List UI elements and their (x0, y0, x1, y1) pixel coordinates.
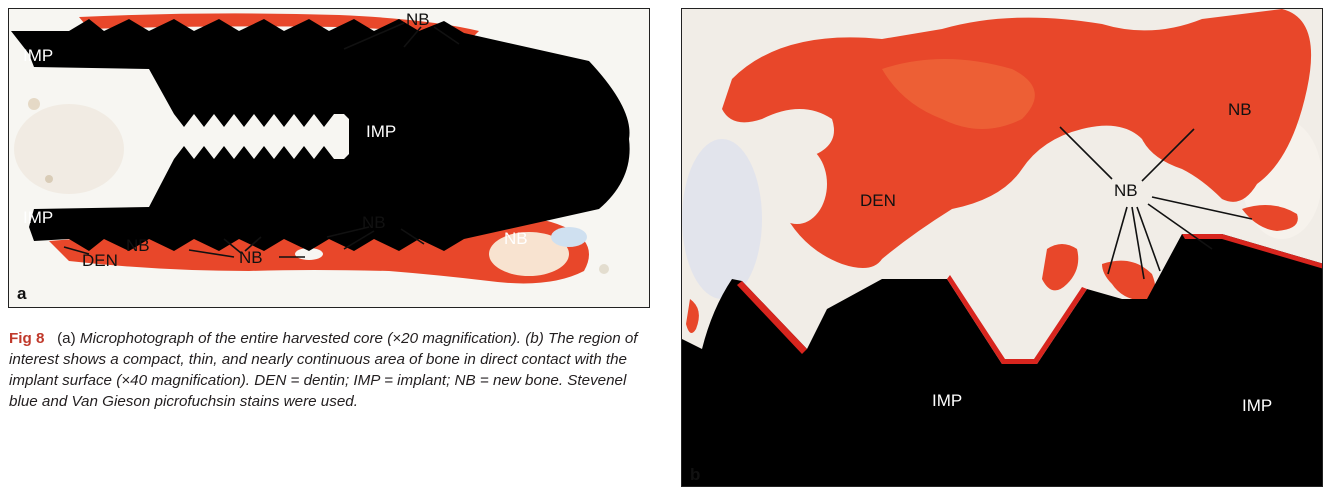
core-microphotograph (9, 9, 649, 307)
label-nb-bottom-mid: NB (362, 213, 386, 232)
caption-part-marker: (a) (57, 330, 76, 347)
label-nb-center: NB (1114, 181, 1138, 200)
label-imp-bottom: IMP (23, 208, 54, 227)
label-den: DEN (860, 191, 896, 210)
label-den: DEN (82, 251, 118, 270)
label-imp-top: IMP (23, 46, 54, 65)
label-imp-right: IMP (1242, 396, 1273, 415)
label-nb-bottom-center: NB (239, 248, 263, 267)
label-imp-left: IMP (932, 391, 963, 410)
label-nb-bottom-left: NB (126, 236, 150, 255)
label-nb-top: NB (406, 10, 430, 29)
caption-text: Microphotograph of the entire harvested … (9, 330, 638, 410)
figure-panel-a: IMP IMP IMP NB NB NB NB NB DEN a (8, 8, 650, 308)
label-imp-center: IMP (366, 122, 397, 141)
region-of-interest-micrograph (682, 9, 1322, 486)
panel-letter-a: a (17, 284, 27, 303)
panel-letter-b: b (690, 465, 701, 484)
figure-number: Fig 8 (9, 330, 45, 347)
figure-caption: Fig 8 (a) Microphotograph of the entire … (9, 328, 654, 412)
label-nb-bottom-right: NB (504, 229, 528, 248)
label-nb-top-right: NB (1228, 100, 1252, 119)
figure-panel-b: NB NB DEN IMP IMP b (681, 8, 1323, 487)
